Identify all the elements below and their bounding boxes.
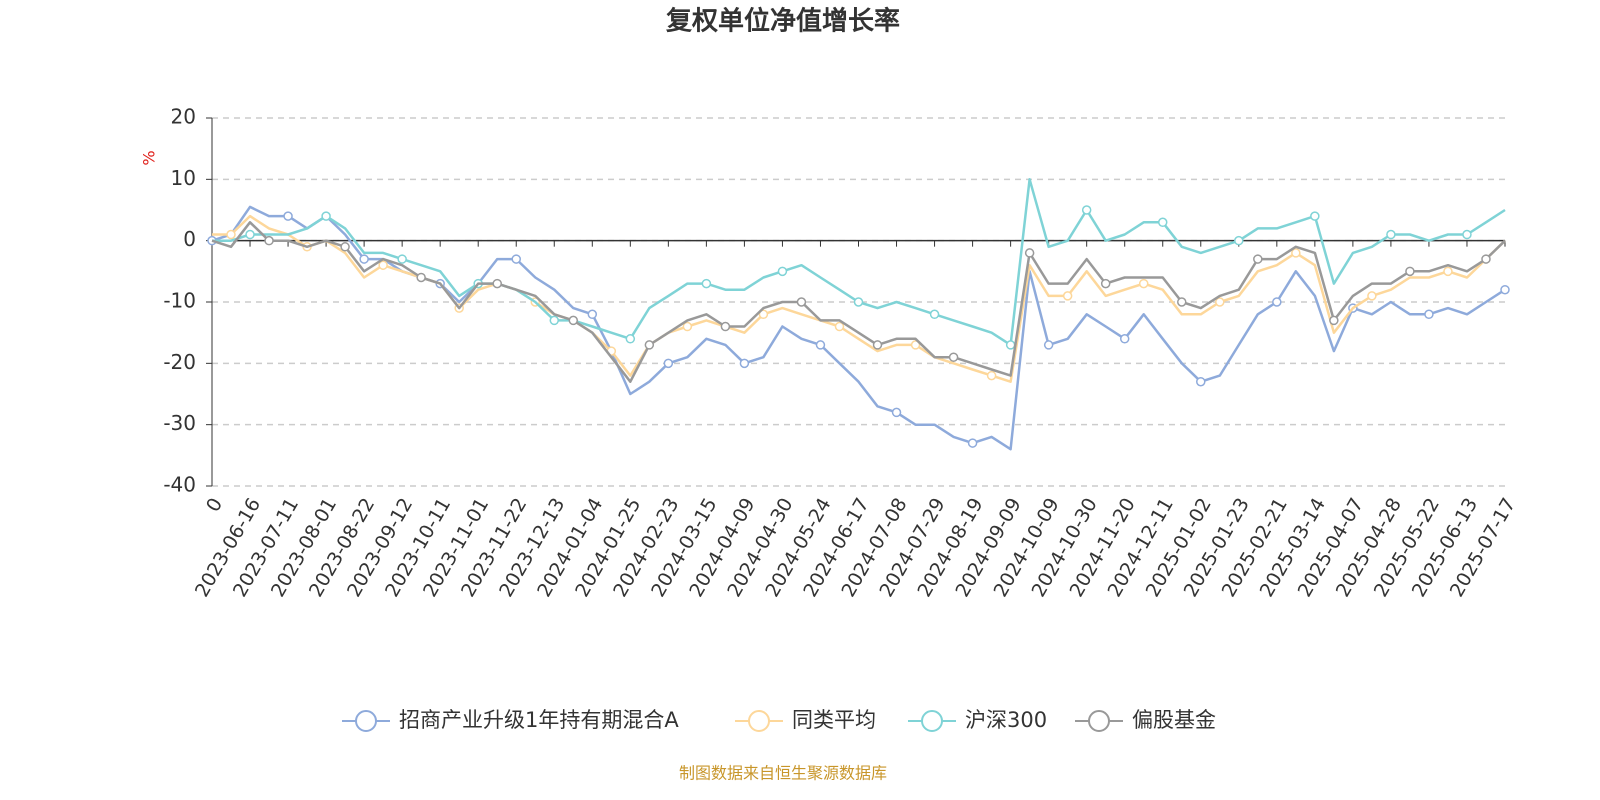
y-axis-label: % [140, 150, 159, 165]
series-line [211, 221, 1506, 383]
legend-marker [748, 710, 770, 732]
legend-label: 偏股基金 [1132, 708, 1216, 732]
series-marker [1062, 291, 1073, 301]
series-marker [1310, 211, 1320, 221]
series-marker [1138, 278, 1149, 289]
legend-label: 同类平均 [792, 708, 876, 732]
source-note: 制图数据来自恒生聚源数据库 [679, 764, 887, 783]
series-marker [986, 370, 997, 381]
series-marker [720, 321, 731, 332]
series-marker [663, 358, 674, 369]
series-marker [1100, 278, 1111, 289]
series-marker [378, 260, 388, 270]
series-marker [1272, 297, 1282, 307]
series-marker [416, 272, 426, 283]
series-marker [1234, 235, 1244, 246]
series-marker [682, 321, 693, 332]
series-marker [739, 358, 750, 369]
legend-label: 沪深300 [965, 708, 1047, 732]
series-marker [1462, 229, 1472, 240]
series-marker [1024, 248, 1035, 258]
series-marker [1500, 284, 1510, 295]
series-marker [226, 229, 236, 240]
series-marker [948, 352, 959, 362]
chart-title: 复权单位净值增长率 [666, 6, 900, 37]
y-tick-label: 10 [171, 166, 196, 190]
series-marker [1291, 248, 1301, 258]
series-marker [587, 309, 598, 320]
series-marker [1253, 254, 1263, 264]
series-marker [359, 254, 369, 264]
series-marker [1443, 266, 1453, 277]
legend-item: 偏股基金 [1075, 708, 1216, 732]
legend-item: 招商产业升级1年持有期混合A [342, 708, 679, 732]
series-marker [853, 297, 864, 307]
series-marker [777, 266, 788, 277]
series-marker [1005, 340, 1016, 350]
series-marker [1043, 340, 1054, 350]
series-marker [1424, 309, 1434, 320]
series-marker [910, 340, 921, 350]
series-marker [511, 254, 521, 264]
series-marker [644, 340, 655, 350]
series-marker [758, 309, 769, 320]
x-tick-label: 0 [202, 494, 227, 515]
series-marker [1481, 254, 1491, 264]
series-marker [549, 315, 560, 326]
legend-item: 沪深300 [908, 708, 1047, 732]
series-marker [1157, 217, 1168, 228]
series-marker [492, 278, 502, 289]
y-tick-label: -30 [163, 411, 196, 435]
series-marker [397, 254, 407, 264]
series-marker [625, 334, 636, 344]
series-marker [568, 315, 579, 326]
legend-marker [355, 710, 377, 732]
series-marker [264, 235, 274, 246]
series-marker [1386, 229, 1396, 240]
series-marker [796, 297, 807, 307]
series-marker [834, 321, 845, 332]
series-marker [245, 229, 255, 240]
y-tick-label: -10 [163, 289, 196, 313]
series-marker [891, 407, 902, 418]
y-tick-label: -40 [163, 473, 196, 497]
legend-marker [921, 710, 943, 732]
series-marker [701, 278, 712, 289]
y-tick-label: -20 [163, 350, 196, 374]
series-marker [340, 242, 350, 252]
series-marker [967, 438, 978, 448]
y-tick-label: 0 [183, 227, 196, 251]
series-marker [283, 211, 293, 221]
series-marker [1405, 266, 1415, 277]
series-marker [929, 309, 940, 320]
series-marker [1329, 315, 1339, 326]
series-marker [815, 340, 826, 350]
series-marker [1119, 334, 1130, 344]
series-marker [1215, 297, 1225, 307]
series-marker [872, 340, 883, 350]
series-marker [1196, 376, 1206, 387]
series-marker [1081, 205, 1092, 215]
y-tick-label: 20 [171, 105, 196, 129]
series-marker [1177, 297, 1187, 307]
series-marker [321, 211, 331, 221]
legend-label: 招商产业升级1年持有期混合A [399, 708, 679, 732]
series-marker [1367, 291, 1377, 301]
legend-marker [1088, 710, 1110, 732]
legend-item: 同类平均 [735, 708, 876, 732]
